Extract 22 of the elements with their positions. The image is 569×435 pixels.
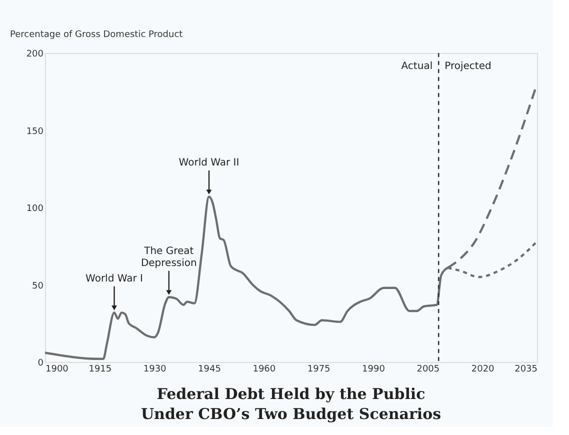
annotation: World War I <box>86 273 143 284</box>
y-tick-label: 200 <box>26 50 44 60</box>
x-tick-label: 1990 <box>362 364 386 374</box>
annotation: Actual <box>401 61 433 72</box>
x-tick-label: 2035 <box>514 364 538 374</box>
annotation: Projected <box>444 61 492 72</box>
x-tick-label: 1975 <box>307 364 330 374</box>
y-tick-label: 100 <box>26 204 44 214</box>
x-tick-label: 1945 <box>198 364 221 374</box>
x-tick-label: 1930 <box>143 364 167 374</box>
y-tick-label: 150 <box>26 126 44 137</box>
x-tick-label: 1960 <box>252 364 276 374</box>
y-axis-title: Percentage of Gross Domestic Product <box>10 30 184 40</box>
x-tick-label: 1915 <box>88 364 112 374</box>
annotation: World War II <box>178 157 240 168</box>
text: Federal Debt Held by the Public Under CBO’s Two Budget Scenarios <box>140 385 442 423</box>
y-tick-label: 0 <box>38 358 44 368</box>
x-tick-label: 2020 <box>471 364 495 374</box>
x-tick-label: 2005 <box>416 364 440 374</box>
annotation: The Great Depression <box>140 246 197 269</box>
y-tick-label: 50 <box>32 281 44 292</box>
x-tick-label: 1900 <box>46 364 69 374</box>
